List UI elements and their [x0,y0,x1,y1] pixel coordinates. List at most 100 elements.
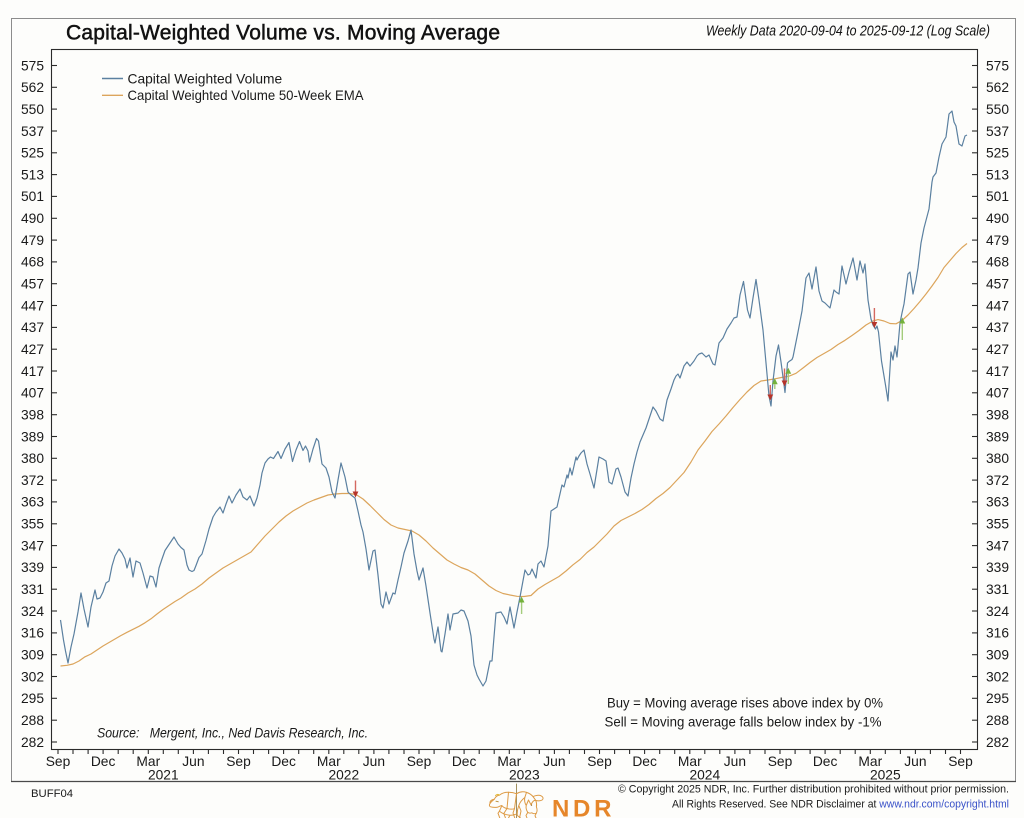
svg-text:490: 490 [986,211,1009,226]
svg-text:550: 550 [21,102,44,117]
svg-text:427: 427 [21,342,44,357]
svg-text:Dec: Dec [452,754,477,769]
svg-text:2022: 2022 [328,768,359,783]
svg-text:447: 447 [21,298,44,313]
svg-text:Sep: Sep [46,754,71,769]
svg-text:Mar: Mar [497,754,521,769]
svg-text:457: 457 [21,277,44,292]
svg-text:Mar: Mar [136,754,160,769]
svg-text:All Rights Reserved. See NDR D: All Rights Reserved. See NDR Disclaimer … [672,799,1009,811]
svg-text:Sep: Sep [948,754,973,769]
svg-text:513: 513 [986,167,1009,182]
svg-text:Capital-Weighted Volume vs. Mo: Capital-Weighted Volume vs. Moving Avera… [66,22,500,45]
svg-text:575: 575 [21,58,44,73]
svg-text:468: 468 [21,255,44,270]
svg-text:Dec: Dec [813,754,838,769]
svg-text:2021: 2021 [148,768,179,783]
svg-text:316: 316 [21,626,44,641]
svg-text:389: 389 [21,429,44,444]
svg-text:550: 550 [986,102,1009,117]
svg-text:Jun: Jun [904,754,926,769]
svg-text:537: 537 [21,124,44,139]
svg-text:363: 363 [21,495,44,510]
svg-text:479: 479 [21,233,44,248]
svg-text:Mar: Mar [858,754,882,769]
svg-text:295: 295 [21,691,44,706]
svg-text:Sep: Sep [226,754,251,769]
svg-text:407: 407 [986,386,1009,401]
svg-text:417: 417 [986,364,1009,379]
svg-text:288: 288 [986,713,1009,728]
svg-text:490: 490 [21,211,44,226]
svg-text:427: 427 [986,342,1009,357]
svg-text:Jun: Jun [543,754,565,769]
svg-text:398: 398 [21,408,44,423]
svg-text:372: 372 [21,473,44,488]
svg-text:417: 417 [21,364,44,379]
svg-text:NDR: NDR [552,795,615,818]
svg-text:282: 282 [986,735,1009,750]
svg-text:389: 389 [986,429,1009,444]
svg-text:355: 355 [986,517,1009,532]
svg-text:355: 355 [21,517,44,532]
svg-text:380: 380 [986,451,1009,466]
svg-text:282: 282 [21,735,44,750]
svg-text:347: 347 [21,538,44,553]
svg-text:Mar: Mar [678,754,702,769]
svg-text:2023: 2023 [509,768,540,783]
svg-text:309: 309 [986,648,1009,663]
svg-text:437: 437 [21,320,44,335]
svg-text:316: 316 [986,626,1009,641]
svg-text:Weekly Data 2020-09-04 to 2025: Weekly Data 2020-09-04 to 2025-09-12 (Lo… [706,24,990,40]
svg-text:331: 331 [21,582,44,597]
svg-text:Sell = Moving average falls be: Sell = Moving average falls below index … [605,715,882,730]
svg-text:Capital Weighted Volume 50-Wee: Capital Weighted Volume 50-Week EMA [128,88,365,103]
svg-text:457: 457 [986,277,1009,292]
svg-text:324: 324 [21,604,44,619]
svg-text:Buy = Moving average rises abo: Buy = Moving average rises above index b… [607,696,883,711]
svg-text:398: 398 [986,408,1009,423]
svg-text:Jun: Jun [182,754,204,769]
svg-text:380: 380 [21,451,44,466]
svg-text:468: 468 [986,255,1009,270]
svg-text:Dec: Dec [91,754,116,769]
svg-text:447: 447 [986,298,1009,313]
svg-text:501: 501 [21,189,44,204]
svg-text:525: 525 [986,146,1009,161]
svg-text:Source: Mergent, Inc., Ned D: Source: Mergent, Inc., Ned Davis Researc… [97,726,368,741]
svg-text:BUFF04: BUFF04 [31,788,73,800]
svg-text:347: 347 [986,538,1009,553]
svg-text:© Copyright 2025 NDR, Inc. Fur: © Copyright 2025 NDR, Inc. Further distr… [618,784,1009,796]
svg-text:Jun: Jun [363,754,385,769]
svg-text:331: 331 [986,582,1009,597]
svg-text:339: 339 [21,560,44,575]
svg-text:372: 372 [986,473,1009,488]
svg-text:295: 295 [986,691,1009,706]
svg-text:2025: 2025 [870,768,901,783]
svg-text:407: 407 [21,386,44,401]
svg-text:Dec: Dec [632,754,657,769]
svg-text:Dec: Dec [271,754,296,769]
svg-text:537: 537 [986,124,1009,139]
svg-text:339: 339 [986,560,1009,575]
svg-text:302: 302 [21,669,44,684]
svg-text:501: 501 [986,189,1009,204]
svg-text:513: 513 [21,167,44,182]
svg-text:562: 562 [21,80,44,95]
svg-text:363: 363 [986,495,1009,510]
svg-text:Mar: Mar [317,754,341,769]
svg-text:302: 302 [986,669,1009,684]
svg-text:525: 525 [21,146,44,161]
svg-text:562: 562 [986,80,1009,95]
svg-text:575: 575 [986,58,1009,73]
svg-text:Sep: Sep [587,754,612,769]
svg-text:Jun: Jun [724,754,746,769]
svg-text:2024: 2024 [689,768,720,783]
svg-text:479: 479 [986,233,1009,248]
svg-text:Sep: Sep [407,754,432,769]
svg-text:324: 324 [986,604,1009,619]
svg-text:Capital Weighted Volume: Capital Weighted Volume [128,71,283,86]
svg-text:Sep: Sep [768,754,793,769]
svg-text:437: 437 [986,320,1009,335]
svg-text:309: 309 [21,648,44,663]
